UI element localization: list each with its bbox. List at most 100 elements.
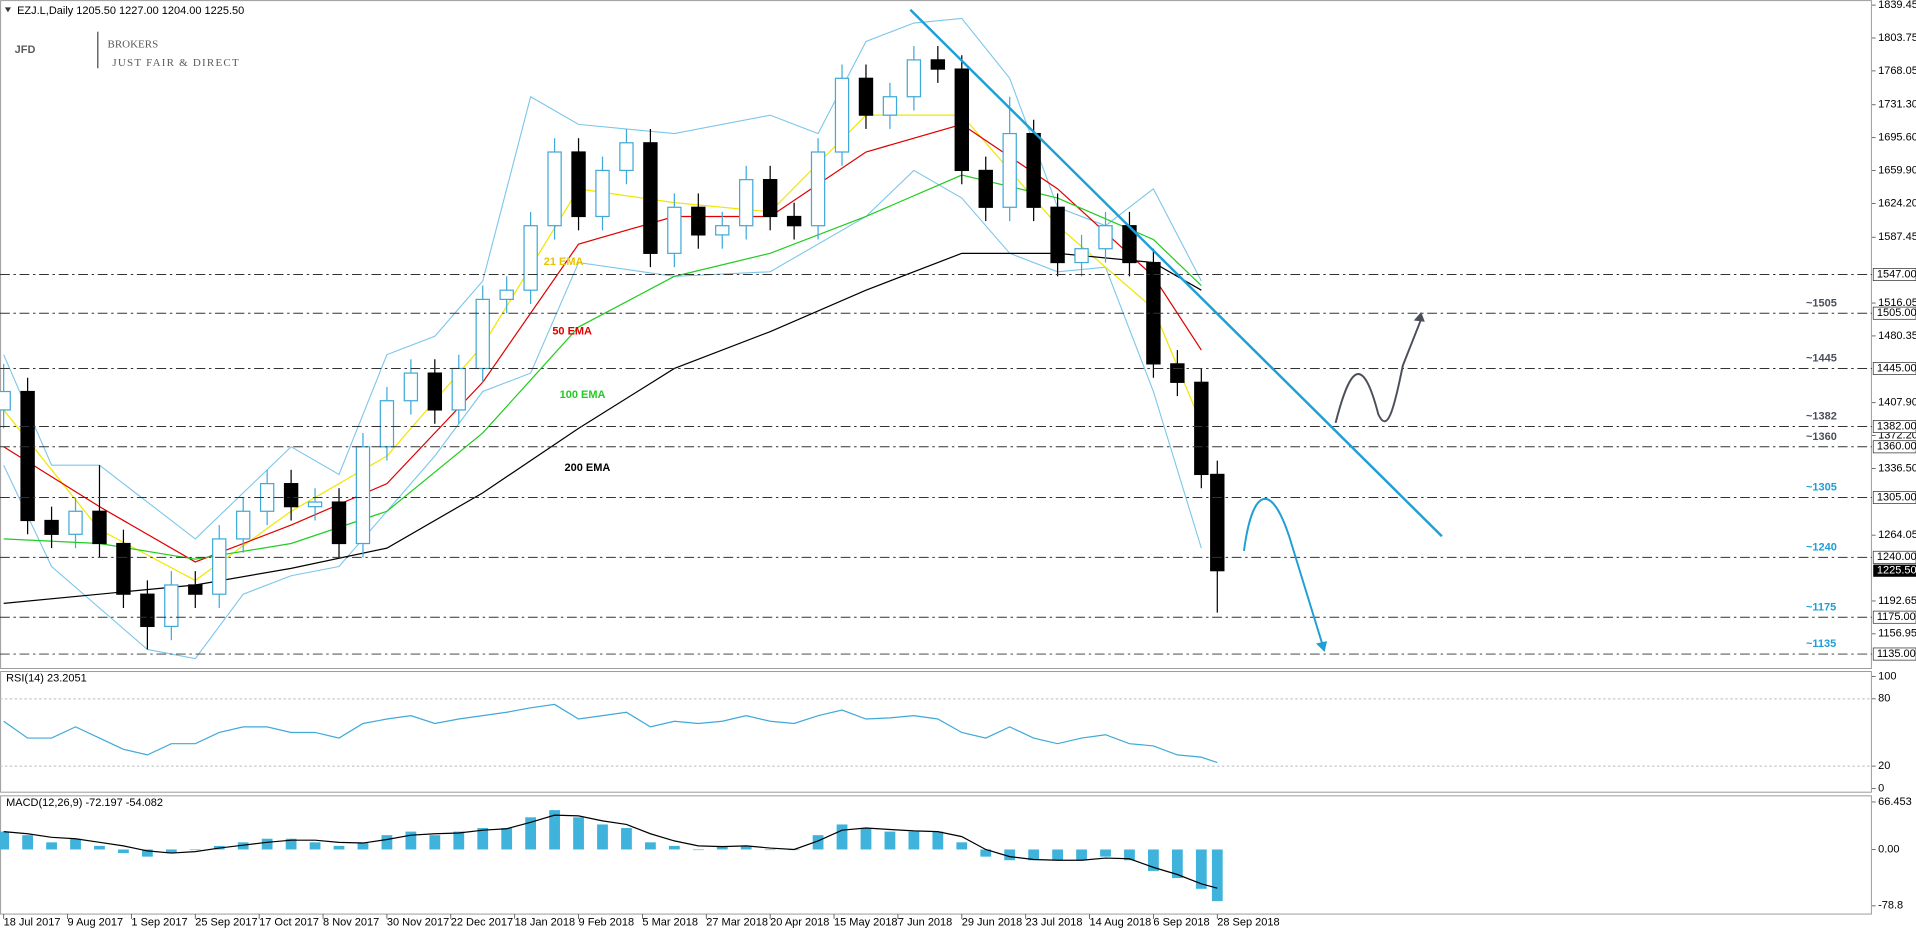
candle-body [140,593,155,628]
y-tick-label: 80 [1878,693,1890,705]
level-label: 1505.00 [1877,307,1916,319]
level-label: 1175.00 [1877,611,1916,623]
candle-body [188,584,203,595]
level-label: 1305.00 [1877,491,1916,503]
macd-bar [645,842,656,850]
candle-body [116,542,131,595]
macd-bar [477,828,489,850]
macd-bar [118,849,129,854]
candle-body [20,390,35,522]
ema-label: 100 EMA [560,389,606,401]
level-label: 1445.00 [1877,362,1916,374]
level-label-box [1872,490,1916,504]
macd-bar [22,835,34,850]
x-tick-label: 25 Sep 2017 [195,917,257,929]
chart-header: EZJ.L,Daily 1205.50 1227.00 1204.00 1225… [17,5,244,17]
y-tick-label: 1372.20 [1878,429,1916,441]
x-tick-label: 6 Sep 2018 [1153,917,1209,929]
candle-body [1026,132,1041,208]
y-tick-label: 1768.05 [1878,65,1916,77]
macd-bar [141,849,153,857]
level-note: ~1305 [1806,482,1837,494]
macd-bar [716,845,728,850]
bollinger-band [3,17,1202,540]
y-tick-label: 100 [1878,670,1896,682]
x-tick-label: 5 Mar 2018 [642,917,698,929]
candle-body [1098,225,1113,250]
bollinger-band [3,169,1202,660]
macd-bar [1195,849,1207,889]
macd-title: MACD(12,26,9) -72.197 -54.082 [6,797,163,809]
macd-bar [285,838,297,850]
candle-body [595,169,610,218]
macd-bar [333,845,345,850]
macd-signal [3,814,1218,889]
macd-bar [309,842,321,850]
y-tick-label: 1407.90 [1878,397,1916,409]
macd-bar [812,835,824,850]
ema-line [3,252,1202,604]
logo-main: JFD [15,44,36,56]
level-note: ~1175 [1806,601,1836,613]
macd-bar [860,828,872,850]
candle-body [379,400,395,448]
macd-bar [908,831,920,850]
candle-body [667,206,682,254]
ema-label: 21 EMA [544,256,584,268]
candle-body [331,501,347,545]
candle-body [810,151,826,227]
macd-bar [597,824,608,850]
y-tick-label: 1803.75 [1878,32,1916,44]
rsi-title: RSI(14) 23.2051 [6,673,87,685]
macd-bar [381,835,393,850]
candle-body [930,59,946,70]
macd-bar [1028,849,1040,861]
rsi-line [3,703,1218,764]
y-tick-label: 66.453 [1878,796,1912,808]
macd-bar [692,849,704,851]
level-note: ~1135 [1806,638,1836,650]
y-tick-label: 20 [1878,760,1890,772]
candle-body [499,289,514,301]
ema-label: 200 EMA [565,462,611,474]
y-tick-label: 1516.05 [1878,297,1916,309]
level-note: ~1505 [1806,297,1837,309]
macd-bar [836,824,848,850]
y-tick-label: 1587.45 [1878,231,1916,243]
macd-bar [668,845,680,850]
candle-body [212,538,227,595]
y-tick-label: 1336.50 [1878,462,1916,474]
macd-bar [884,831,896,850]
ema-label: 50 EMA [552,325,592,337]
x-tick-label: 18 Jul 2017 [4,917,61,929]
candle-body [92,510,107,545]
macd-bar [189,849,201,851]
macd-bar [501,828,513,850]
candle-body [571,151,586,218]
x-tick-label: 7 Jun 2018 [898,917,952,929]
candle-body [1050,206,1065,264]
candle-body [691,206,706,236]
candle-body [523,225,538,291]
y-tick-label: 1731.30 [1878,99,1916,111]
logo-brand: BROKERS [108,39,159,51]
y-tick-label: 1695.60 [1878,132,1916,144]
macd-bar [405,831,417,850]
level-note: ~1445 [1806,353,1837,365]
y-tick-label: -78.8 [1878,900,1903,912]
candle-body [283,483,299,508]
macd-bar [573,817,584,850]
x-tick-label: 9 Aug 2017 [68,917,124,929]
macd-bar [1171,849,1183,879]
candle-body [882,96,898,116]
candle-body [1194,381,1209,476]
ema-line [3,123,1202,563]
header-marker [4,7,11,13]
macd-bar [621,828,632,850]
macd-bar [237,842,249,850]
macd-bar [453,831,465,850]
level-label-box [1872,440,1916,454]
x-tick-label: 23 Jul 2018 [1026,917,1083,929]
